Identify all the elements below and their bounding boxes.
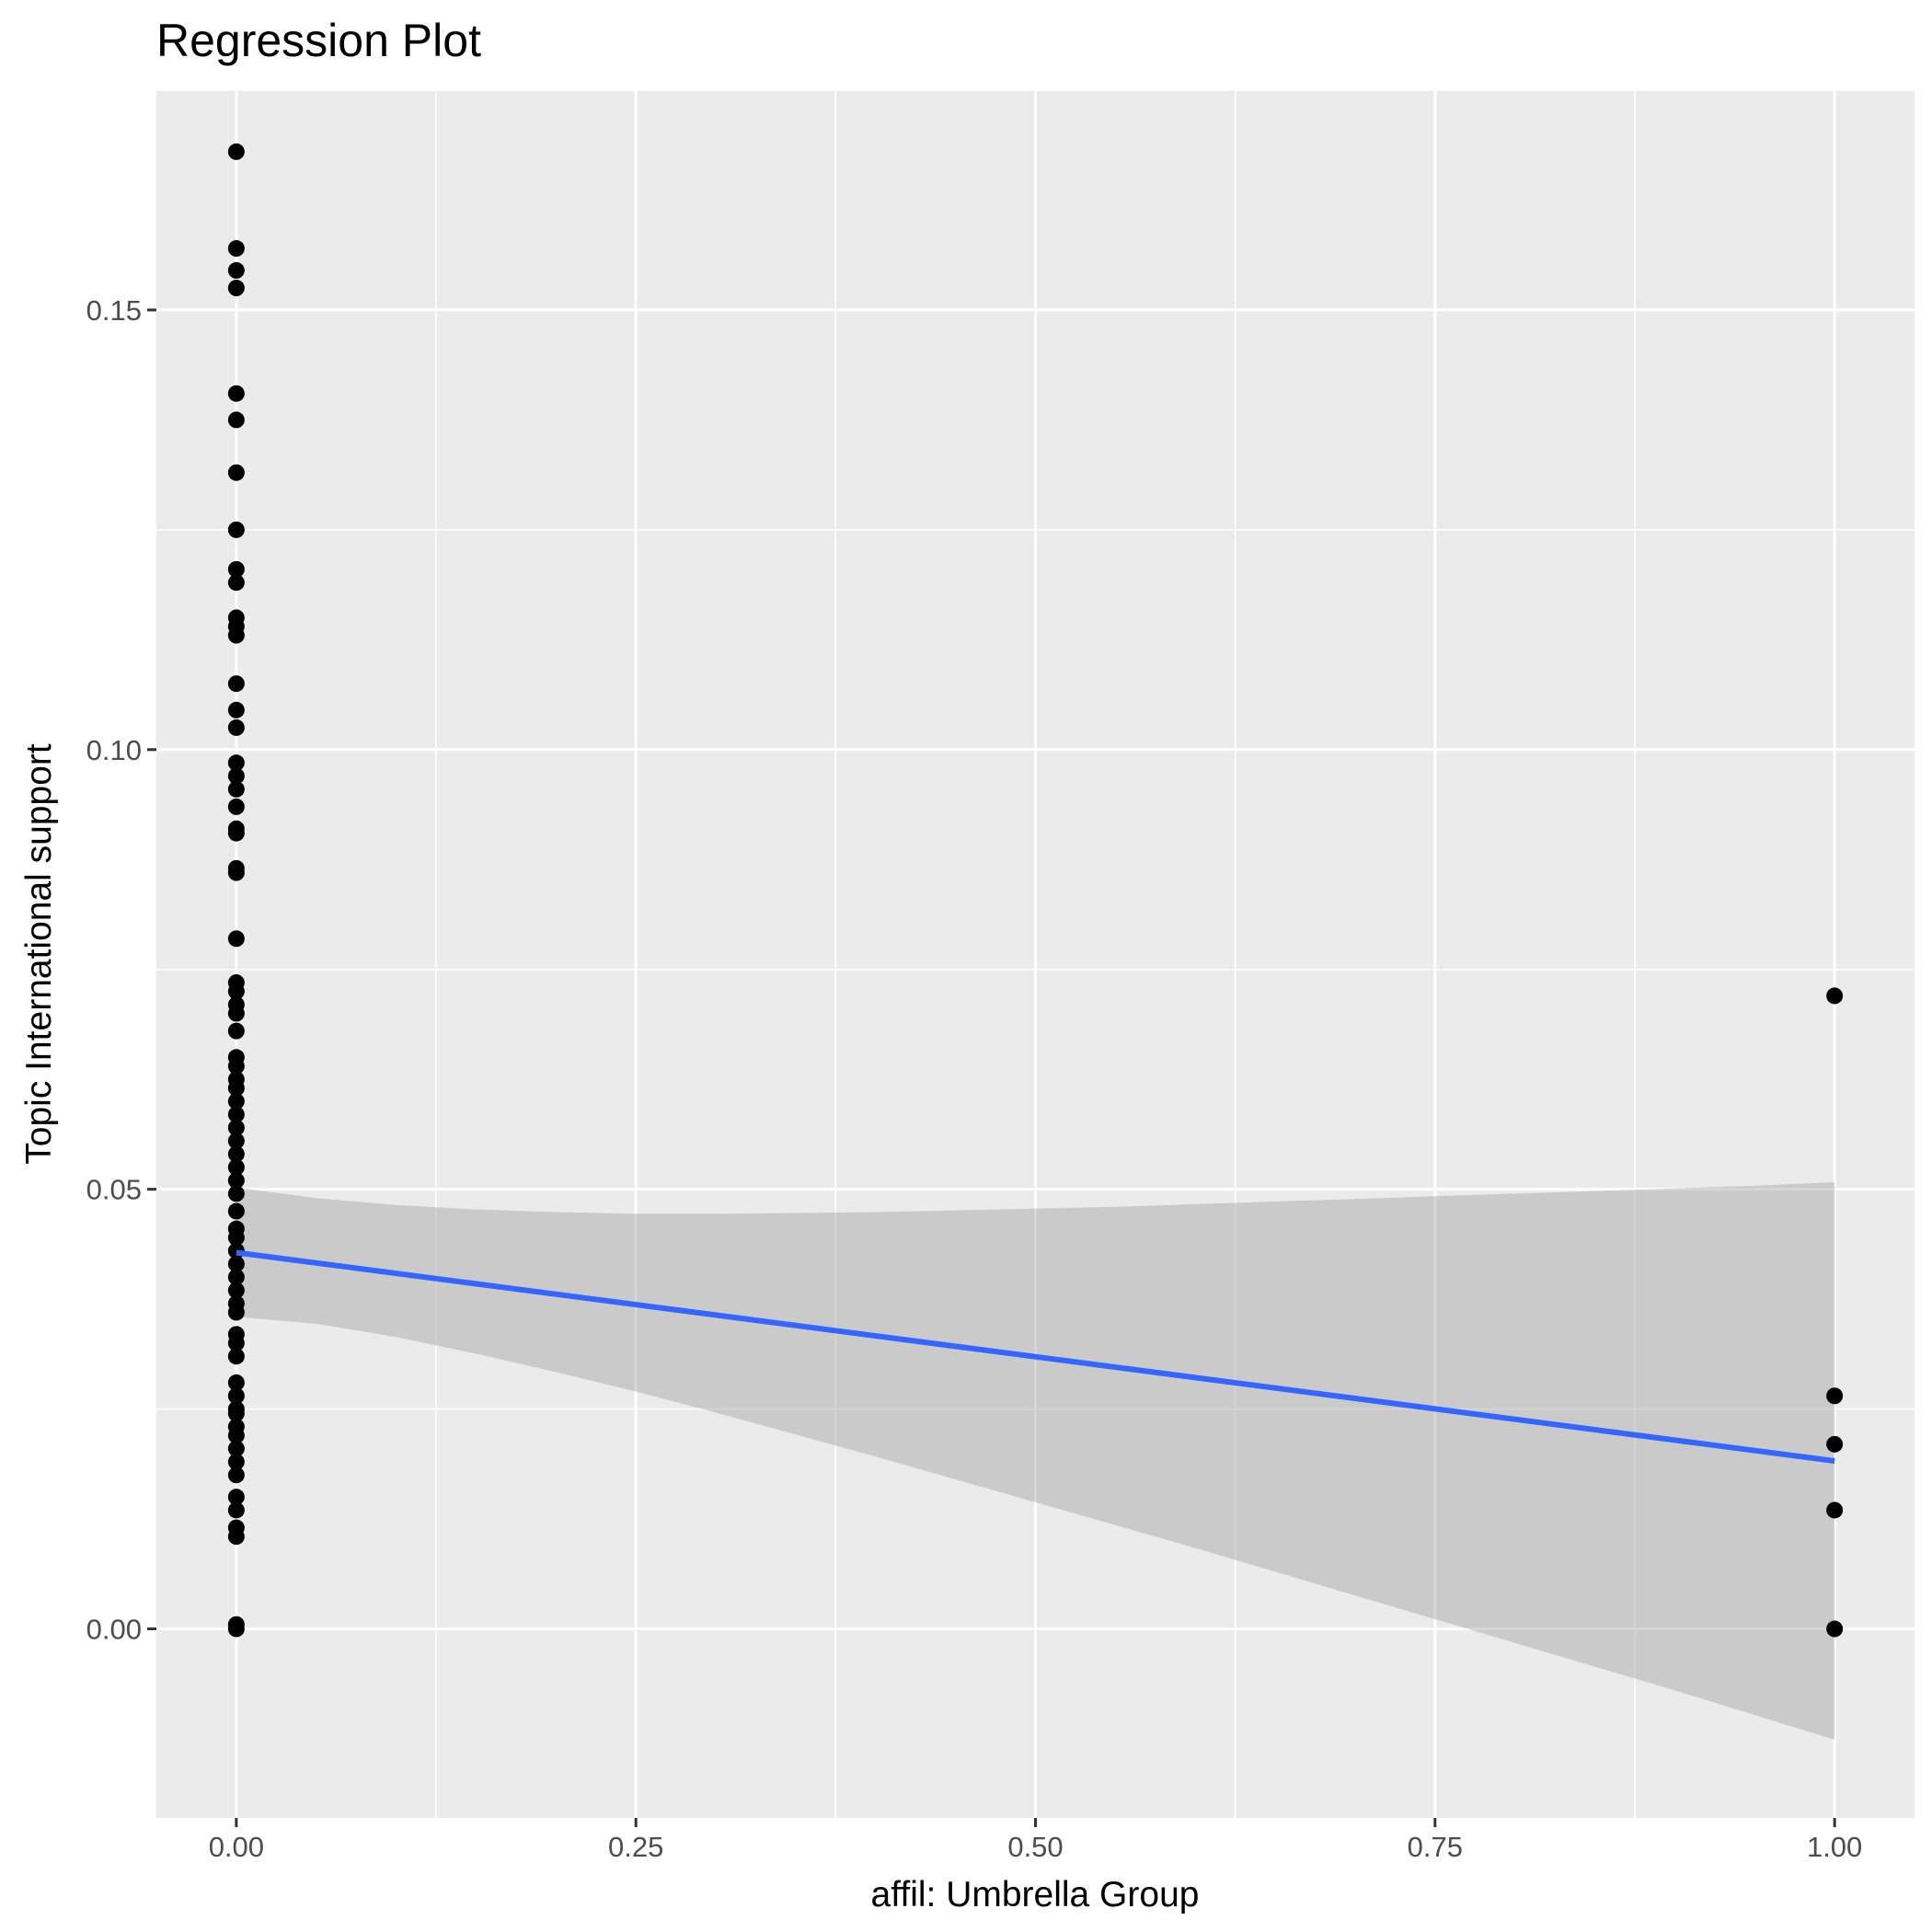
data-point	[227, 1620, 245, 1638]
data-point	[227, 1466, 245, 1484]
data-point	[227, 280, 245, 297]
data-point	[227, 464, 245, 481]
data-point	[227, 627, 245, 644]
data-point	[227, 560, 245, 578]
y-axis-ticks: 0.00 0.05 0.10 0.15	[86, 294, 156, 1646]
y-tick-label: 0.15	[86, 294, 142, 327]
data-point	[227, 983, 245, 1000]
data-point	[227, 1427, 245, 1444]
data-point	[1826, 1620, 1844, 1638]
x-tick-label: 0.00	[209, 1831, 264, 1863]
data-point	[227, 1119, 245, 1136]
data-point	[227, 240, 245, 258]
data-point	[227, 1158, 245, 1176]
data-point	[227, 1255, 245, 1272]
y-tick-label: 0.05	[86, 1174, 142, 1206]
x-tick-label: 0.25	[608, 1831, 663, 1863]
data-point	[227, 411, 245, 429]
data-point	[227, 1172, 245, 1190]
data-point	[227, 1453, 245, 1470]
data-point	[227, 143, 245, 160]
data-point	[227, 754, 245, 772]
data-point	[227, 1229, 245, 1247]
x-axis-title: affil: Umbrella Group	[871, 1875, 1200, 1915]
data-point	[227, 1282, 245, 1299]
x-tick-label: 0.75	[1408, 1831, 1463, 1863]
data-point	[227, 1022, 245, 1040]
data-point	[227, 521, 245, 538]
data-point	[227, 675, 245, 693]
data-point	[227, 1079, 245, 1097]
data-point	[227, 1133, 245, 1150]
data-point	[227, 1374, 245, 1391]
data-point	[227, 1348, 245, 1365]
data-point	[227, 1057, 245, 1075]
chart-title: Regression Plot	[156, 15, 481, 66]
data-point	[227, 1489, 245, 1506]
fit-line-layer	[236, 1249, 1835, 1464]
data-point	[1826, 1435, 1844, 1453]
regression-line	[236, 1249, 1835, 1464]
x-tick-label: 0.50	[1007, 1831, 1063, 1863]
data-point	[227, 1528, 245, 1546]
data-point	[227, 1093, 245, 1110]
data-point	[227, 780, 245, 798]
data-point	[227, 824, 245, 842]
data-point	[227, 930, 245, 948]
data-point	[227, 1405, 245, 1422]
data-point	[227, 1334, 245, 1351]
confidence-band	[236, 1182, 1835, 1740]
data-point	[227, 261, 245, 279]
data-point	[227, 1145, 245, 1163]
x-tick-label: 1.00	[1807, 1831, 1862, 1863]
points-layer	[227, 143, 1844, 1638]
major-gridlines	[156, 90, 1915, 1818]
data-point	[227, 385, 245, 402]
data-point	[227, 1106, 245, 1123]
x-axis-ticks: 0.00 0.25 0.50 0.75 1.00	[209, 1818, 1862, 1863]
y-axis-title: Topic International support	[19, 743, 59, 1165]
data-point	[227, 1005, 245, 1022]
data-point	[227, 1269, 245, 1286]
confidence-band-layer	[236, 1182, 1835, 1740]
data-point	[227, 1185, 245, 1202]
data-point	[227, 719, 245, 736]
data-point	[227, 767, 245, 785]
data-point	[1826, 987, 1844, 1005]
data-point	[227, 864, 245, 881]
data-point	[1826, 1501, 1844, 1519]
data-point	[227, 798, 245, 815]
data-point	[227, 1202, 245, 1220]
data-point	[227, 1440, 245, 1457]
y-tick-label: 0.00	[86, 1614, 142, 1646]
data-point	[227, 1387, 245, 1405]
data-point	[227, 574, 245, 592]
data-point	[227, 1501, 245, 1519]
data-point	[227, 701, 245, 719]
data-point	[227, 1304, 245, 1321]
data-point	[1826, 1387, 1844, 1405]
y-tick-label: 0.10	[86, 734, 142, 766]
